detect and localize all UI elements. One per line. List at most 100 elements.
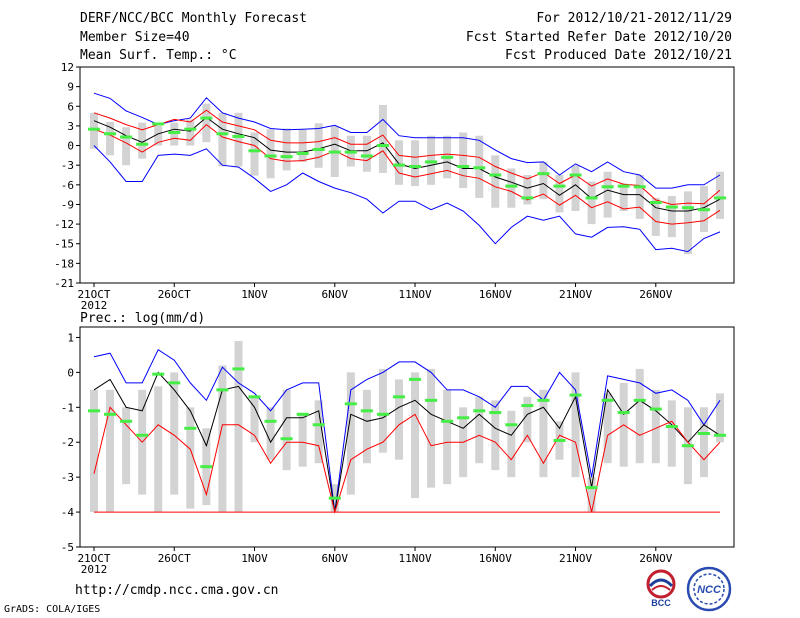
temp-mean-dash bbox=[505, 184, 518, 188]
temp-mean-dash bbox=[601, 185, 614, 189]
prec-spread-box bbox=[234, 340, 243, 513]
temp-spread-box bbox=[635, 175, 644, 219]
temp-spread-box bbox=[523, 175, 532, 205]
temp-mean-dash bbox=[312, 147, 325, 151]
bcc-logo: BCC bbox=[646, 569, 676, 608]
temp-spread-box bbox=[491, 155, 500, 208]
temp-mean-dash bbox=[264, 154, 277, 158]
temp-spread-box bbox=[667, 195, 676, 238]
prec-spread-box bbox=[699, 407, 708, 478]
prec-mean-dash bbox=[248, 395, 261, 399]
prec-spread-box bbox=[154, 386, 163, 513]
prec-spread-box bbox=[716, 393, 724, 443]
prec-spread-box bbox=[346, 372, 355, 495]
temp-y-tick-label: 12 bbox=[61, 61, 74, 74]
prec-plot-frame bbox=[79, 326, 735, 548]
prec-x-tick-label: 1NOV bbox=[241, 552, 268, 565]
prec-mean-dash bbox=[120, 419, 133, 423]
temp-x-tick-label: 21NOV bbox=[559, 288, 592, 301]
prec-mean-dash bbox=[489, 411, 502, 415]
temp-mean-dash bbox=[409, 164, 422, 168]
temp-mean-dash bbox=[425, 160, 438, 164]
temp-mean-dash bbox=[280, 155, 293, 159]
source-url[interactable]: http://cmdp.ncc.cma.gov.cn bbox=[75, 583, 279, 598]
temp-mean-dash bbox=[649, 200, 662, 204]
temp-x-tick-label: 21OCT bbox=[77, 288, 110, 301]
temp-spread-box bbox=[539, 161, 548, 200]
prec-mean-dash bbox=[649, 407, 662, 411]
temp-mean-dash bbox=[441, 155, 454, 159]
prec-mean-dash bbox=[457, 416, 470, 420]
temp-spread-box bbox=[619, 183, 628, 211]
temp-y-tick-label: -21 bbox=[54, 277, 74, 290]
temp-mean-dash bbox=[328, 150, 341, 154]
temp-mean-dash bbox=[168, 130, 181, 134]
temp-series-line bbox=[93, 116, 721, 212]
prec-mean-dash bbox=[617, 411, 630, 415]
prec-spread-box bbox=[587, 477, 596, 513]
prec-mean-dash bbox=[264, 419, 277, 423]
prec-mean-dash bbox=[697, 432, 710, 436]
prec-spread-box bbox=[298, 414, 307, 467]
chart-title: DERF/NCC/BCC Monthly Forecast bbox=[80, 11, 307, 26]
ncc-logo: NCC bbox=[686, 566, 732, 612]
temp-spread-box bbox=[394, 140, 403, 185]
temp-mean-dash bbox=[714, 196, 726, 200]
prec-panel-title: Prec.: log(mm/d) bbox=[80, 311, 205, 326]
prec-mean-dash bbox=[665, 425, 678, 429]
temp-mean-dash bbox=[296, 151, 309, 155]
temp-series-line bbox=[93, 109, 721, 206]
prec-mean-dash bbox=[505, 423, 518, 427]
temp-y-tick-label: 9 bbox=[67, 81, 74, 94]
prec-spread-box bbox=[394, 379, 403, 460]
prec-x-tick-label: 26OCT bbox=[158, 552, 191, 565]
prec-spread-box bbox=[427, 368, 436, 488]
temp-x-tick-label: 16NOV bbox=[479, 288, 512, 301]
prec-y-tick-label: -1 bbox=[61, 401, 74, 414]
prec-spread-box bbox=[122, 407, 131, 485]
temp-spread-box bbox=[138, 122, 147, 159]
prec-spread-box bbox=[218, 365, 227, 513]
temp-mean-dash bbox=[569, 173, 582, 177]
temp-spread-box bbox=[411, 140, 420, 187]
prec-mean-dash bbox=[200, 465, 213, 469]
temp-spread-box bbox=[202, 103, 211, 143]
temp-mean-dash bbox=[232, 134, 245, 138]
prec-x-tick-label: 21NOV bbox=[559, 552, 592, 565]
temp-spread-box bbox=[507, 168, 516, 208]
temp-spread-box bbox=[234, 112, 243, 167]
prec-spread-box bbox=[411, 372, 420, 499]
temp-spread-box bbox=[90, 112, 98, 149]
temp-y-tick-label: 3 bbox=[67, 120, 74, 133]
temp-x-tick-label: 6NOV bbox=[322, 288, 349, 301]
prec-mean-dash bbox=[344, 402, 357, 406]
prec-mean-dash bbox=[216, 388, 229, 392]
prec-spread-box bbox=[186, 407, 195, 509]
prec-mean-dash bbox=[152, 372, 165, 376]
temp-mean-dash bbox=[473, 166, 486, 170]
prec-mean-dash bbox=[296, 412, 309, 416]
temp-mean-dash bbox=[392, 163, 405, 167]
prec-mean-dash bbox=[280, 437, 293, 441]
temp-mean-dash bbox=[697, 208, 710, 212]
prec-mean-dash bbox=[136, 433, 149, 437]
prec-y-tick-label: -2 bbox=[61, 436, 74, 449]
prec-spread-box bbox=[314, 400, 323, 464]
prec-spread-box bbox=[667, 400, 676, 467]
member-size: Member Size=40 bbox=[80, 30, 190, 45]
temp-spread-box bbox=[122, 127, 131, 166]
temp-spread-box bbox=[378, 104, 387, 174]
temp-spread-box bbox=[186, 119, 195, 146]
temp-x-tick-label: 1NOV bbox=[241, 288, 268, 301]
temp-mean-dash bbox=[681, 206, 694, 210]
temp-y-tick-label: -12 bbox=[54, 218, 74, 231]
temp-mean-dash bbox=[120, 135, 133, 139]
temp-y-tick-label: -6 bbox=[61, 179, 74, 192]
grads-credit: GrADS: COLA/IGES bbox=[4, 604, 101, 615]
temp-mean-dash bbox=[537, 172, 550, 176]
temp-mean-dash bbox=[184, 127, 197, 131]
temp-series-line bbox=[93, 145, 721, 253]
temp-mean-dash bbox=[665, 205, 678, 209]
prec-spread-box bbox=[651, 389, 660, 464]
temp-y-tick-label: 6 bbox=[67, 100, 74, 113]
